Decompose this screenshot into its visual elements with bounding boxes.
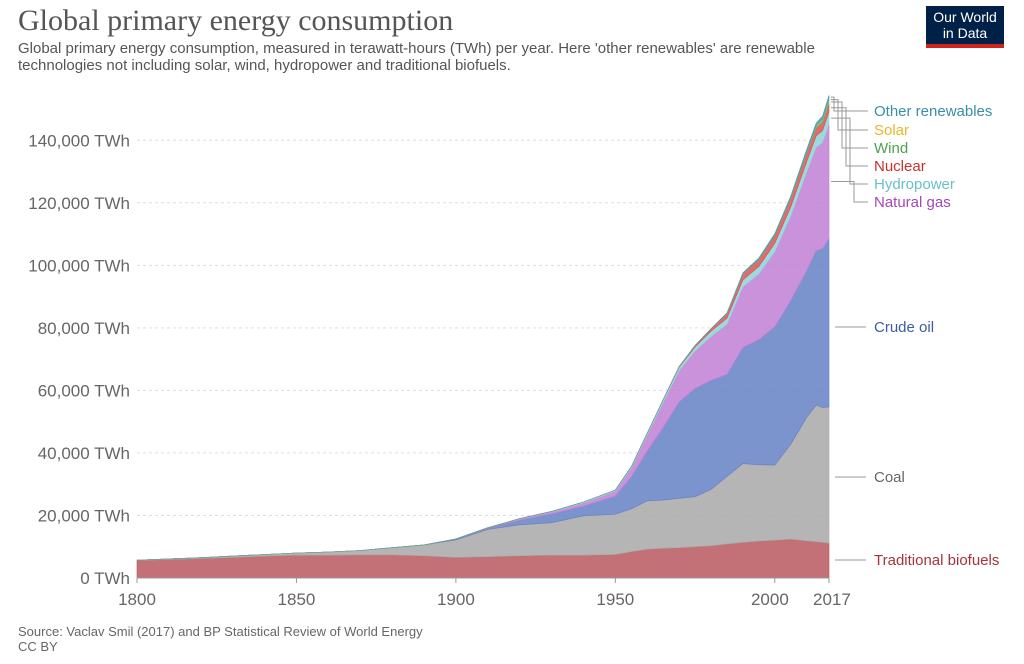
y-axis-ticks: 0 TWh 20,000 TWh 40,000 TWh 60,000 TWh 80,00… [28, 131, 130, 588]
legend-coal[interactable]: Coal [874, 469, 905, 486]
legend-connector [831, 101, 868, 149]
y-tick-label: 60,000 TWh [38, 381, 130, 400]
y-tick-label: 0 TWh [80, 569, 130, 588]
area-other-renewables[interactable] [136, 95, 830, 561]
legend-wind[interactable]: Wind [874, 140, 908, 157]
legend-natural-gas[interactable]: Natural gas [874, 194, 951, 211]
y-tick-label: 140,000 TWh [28, 131, 130, 150]
y-tick-label: 40,000 TWh [38, 444, 130, 463]
legend: Traditional biofuels Coal Crude oil Natural… [831, 96, 999, 569]
x-tick-label: 1900 [437, 590, 475, 609]
chart-title: Global primary energy consumption [18, 4, 454, 37]
stacked-areas [136, 95, 830, 579]
legend-hydropower[interactable]: Hydropower [874, 176, 955, 193]
chart-subtitle: Global primary energy consumption, measu… [18, 40, 815, 74]
y-tick-label: 20,000 TWh [38, 506, 130, 525]
x-tick-label: 2000 [751, 590, 789, 609]
source-note: Source: Vaclav Smil (2017) and BP Statis… [18, 624, 423, 639]
legend-connector [831, 181, 868, 203]
x-tick-label: 1800 [118, 590, 156, 609]
y-tick-label: 80,000 TWh [38, 319, 130, 338]
legend-traditional-biofuels[interactable]: Traditional biofuels [874, 552, 999, 569]
x-axis: 1800 1850 1900 1950 2000 2017 [118, 577, 851, 609]
license-note: CC BY [18, 639, 58, 654]
legend-connector [831, 96, 868, 112]
legend-crude-oil[interactable]: Crude oil [874, 319, 934, 336]
x-tick-label: 2017 [813, 590, 851, 609]
chart-footer: Source: Vaclav Smil (2017) and BP Statis… [18, 624, 423, 654]
legend-other-renewables[interactable]: Other renewables [874, 103, 992, 120]
logo-line-2: in Data [942, 25, 988, 41]
x-tick-label: 1850 [278, 590, 316, 609]
x-tick-label: 1950 [596, 590, 634, 609]
y-tick-label: 120,000 TWh [28, 194, 130, 213]
legend-connector [831, 117, 868, 185]
owid-logo[interactable]: Our World in Data [926, 6, 1004, 48]
legend-solar[interactable]: Solar [874, 122, 909, 139]
legend-nuclear[interactable]: Nuclear [874, 158, 926, 175]
y-tick-label: 100,000 TWh [28, 256, 130, 275]
logo-line-1: Our World [933, 9, 997, 25]
